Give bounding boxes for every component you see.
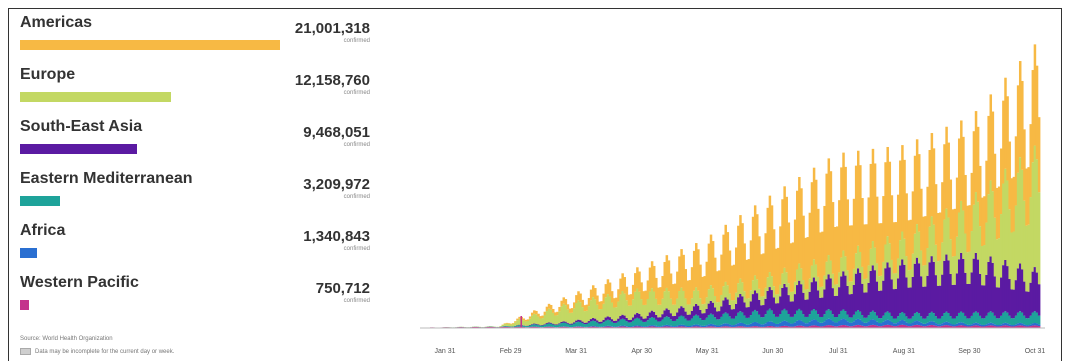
- region-total: 3,209,972: [303, 176, 370, 193]
- daily-bar-segment: [552, 309, 555, 313]
- x-tick-label: Oct 31: [1025, 348, 1046, 355]
- region-confirmed-label: confirmed: [344, 38, 370, 44]
- incomplete-data-text: Data may be incomplete for the current d…: [35, 349, 174, 355]
- daily-bar-segment: [565, 299, 568, 305]
- region-confirmed-label: confirmed: [344, 298, 370, 304]
- daily-bars: [430, 44, 1040, 328]
- region-name: Europe: [20, 66, 75, 84]
- source-note: Source: World Health Organization: [20, 336, 113, 342]
- region-row-americas[interactable]: Americas 21,001,318 confirmed: [20, 14, 380, 66]
- x-tick-label: Apr 30: [631, 348, 652, 355]
- region-total: 12,158,760: [295, 72, 370, 89]
- x-tick-label: Aug 31: [893, 348, 915, 355]
- epi-curve-chart: Jan 31 Feb 29 Mar 31 Apr 30 May 31 Jun 30 Jul …: [420, 20, 1052, 360]
- region-confirmed-label: confirmed: [344, 194, 370, 200]
- x-tick-label: Sep 30: [958, 348, 980, 355]
- region-bar-americas: [20, 40, 280, 50]
- region-bar-africa: [20, 248, 37, 258]
- daily-bar-segment: [567, 304, 570, 309]
- region-name: Americas: [20, 14, 92, 32]
- region-confirmed-label: confirmed: [344, 246, 370, 252]
- region-confirmed-label: confirmed: [344, 142, 370, 148]
- x-tick-label: Mar 31: [565, 348, 587, 355]
- daily-bar-segment: [1038, 117, 1041, 192]
- incomplete-data-swatch: [20, 348, 31, 355]
- region-bar-south-east-asia: [20, 144, 137, 154]
- region-bar-eastern-mediterranean: [20, 196, 60, 206]
- region-row-africa[interactable]: Africa 1,340,843 confirmed: [20, 222, 380, 274]
- region-total: 1,340,843: [303, 228, 370, 245]
- region-confirmed-label: confirmed: [344, 90, 370, 96]
- region-row-europe[interactable]: Europe 12,158,760 confirmed: [20, 66, 380, 118]
- region-row-south-east-asia[interactable]: South-East Asia 9,468,051 confirmed: [20, 118, 380, 170]
- x-axis-ticks: Jan 31 Feb 29 Mar 31 Apr 30 May 31 Jun 30 Jul …: [434, 348, 1045, 355]
- region-total: 750,712: [316, 280, 370, 297]
- region-name: Western Pacific: [20, 274, 139, 292]
- region-bar-western-pacific: [20, 300, 29, 310]
- region-bar-europe: [20, 92, 171, 102]
- daily-bar-segment: [520, 316, 522, 328]
- x-tick-label: May 31: [696, 348, 719, 355]
- x-tick-label: Jan 31: [434, 348, 455, 355]
- region-name: Africa: [20, 222, 65, 240]
- x-tick-label: Jun 30: [762, 348, 783, 355]
- x-tick-label: Jul 31: [829, 348, 848, 355]
- region-total: 21,001,318: [295, 20, 370, 37]
- region-name: South-East Asia: [20, 118, 142, 136]
- x-tick-label: Feb 29: [500, 348, 522, 355]
- daily-bar-segment: [1038, 316, 1041, 325]
- region-name: Eastern Mediterranean: [20, 170, 193, 188]
- incomplete-data-note: Data may be incomplete for the current d…: [20, 348, 174, 355]
- daily-bar-segment: [1038, 192, 1041, 284]
- region-row-western-pacific[interactable]: Western Pacific 750,712 confirmed: [20, 274, 380, 326]
- daily-bar-segment: [1038, 284, 1041, 315]
- region-total: 9,468,051: [303, 124, 370, 141]
- daily-bar-segment: [1038, 324, 1041, 326]
- region-row-eastern-mediterranean[interactable]: Eastern Mediterranean 3,209,972 confirme…: [20, 170, 380, 222]
